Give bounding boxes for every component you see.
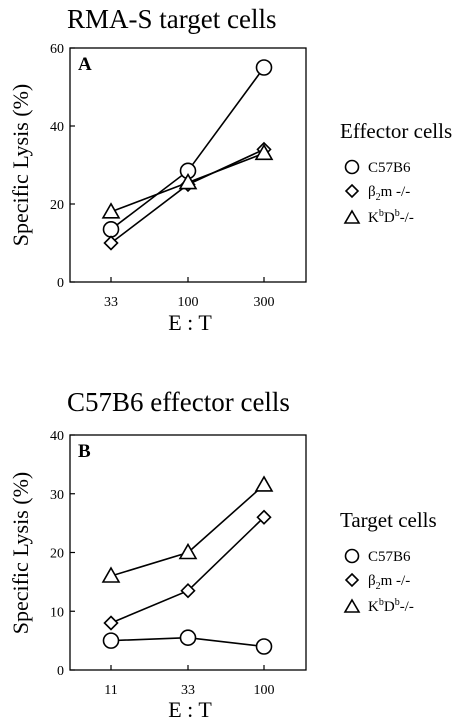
panel-b-y-tick-label: 30 [50,488,64,503]
panel-b-y-tick-label: 0 [57,664,64,679]
legend-diamond-marker [344,572,360,588]
panel-a-point-triangle [178,172,198,190]
panel-b-point-diamond [103,615,119,631]
panel-a-x-tick-label: 300 [254,295,275,310]
panel-b-y-tick-label: 20 [50,547,64,562]
panel-a-y-tick-label: 20 [50,198,64,213]
panel-b-x-tick-label: 33 [181,683,195,698]
panel-a-series-line-circle [110,67,265,230]
panel-b-ticks: 0 10 20 30 40 11 33 100 [50,429,275,698]
panel-b-legend: Target cells C57B6 β2m -/- KbDb-/- [340,508,437,615]
legend-label-kbdb: KbDb-/- [368,208,414,226]
panel-a-y-tick-label: 60 [50,42,64,57]
panel-b-point-circle [179,629,197,646]
panel-b-point-triangle [101,566,121,583]
panel-a-letter: A [78,54,92,75]
panel-b-point-diamond [256,509,272,525]
panel-b-y-tick-label: 10 [50,605,64,620]
panel-a-legend: Effector cells C57B6 β2m -/- KbDb-/- [340,119,452,226]
panel-a-ticks: 0 20 40 60 33 100 300 [50,42,275,310]
panel-b-legend-title: Target cells [340,508,437,532]
panel-a-y-axis-label: Specific Lysis (%) [8,84,33,247]
legend-circle-marker [344,159,360,175]
panel-b-point-triangle [178,542,198,560]
legend-label-c57b6: C57B6 [368,549,411,565]
panel-a-point-circle [102,221,120,238]
legend-label-c57b6: C57B6 [368,160,411,176]
panel-b-point-circle [102,632,120,649]
legend-label-b2m: β2m -/- [368,184,410,203]
panel-a-x-axis-label: E : T [168,310,212,335]
panel-a-series [101,59,274,251]
panel-b-letter: B [78,441,91,462]
panel-a-point-diamond [103,235,119,251]
legend-diamond-marker [344,183,360,199]
panel-a-point-triangle [254,143,274,161]
panel-b-point-triangle [254,475,274,492]
panel-b: C57B6 effector cells B Specific Lysis (%… [8,387,437,722]
panel-a: RMA-S target cells A Specific Lysis (%) … [8,4,452,335]
panel-b-point-circle [255,638,273,655]
panel-b-x-tick-label: 11 [104,683,117,698]
panel-b-y-tick-label: 40 [50,429,64,444]
panel-a-legend-title: Effector cells [340,119,452,143]
panel-a-point-triangle [101,202,121,219]
legend-triangle-marker [343,598,361,613]
panel-b-x-tick-label: 100 [254,683,275,698]
panel-b-title: C57B6 effector cells [67,387,290,417]
panel-a-point-circle [255,59,273,76]
panel-b-y-axis-label: Specific Lysis (%) [8,472,33,635]
panel-b-point-diamond [180,583,196,599]
panel-a-x-tick-label: 100 [178,295,199,310]
panel-a-title: RMA-S target cells [67,4,276,34]
legend-triangle-marker [343,209,361,224]
panel-b-series-line-triangle [110,484,265,577]
panel-b-series-line-diamond [110,516,265,624]
legend-label-kbdb: KbDb-/- [368,597,414,615]
legend-circle-marker [344,548,360,564]
legend-label-b2m: β2m -/- [368,573,410,592]
panel-a-x-tick-label: 33 [104,295,118,310]
panel-b-x-axis-label: E : T [168,697,212,722]
panel-b-series [101,475,274,655]
panel-a-y-tick-label: 40 [50,120,64,135]
panel-a-y-tick-label: 0 [57,276,64,291]
